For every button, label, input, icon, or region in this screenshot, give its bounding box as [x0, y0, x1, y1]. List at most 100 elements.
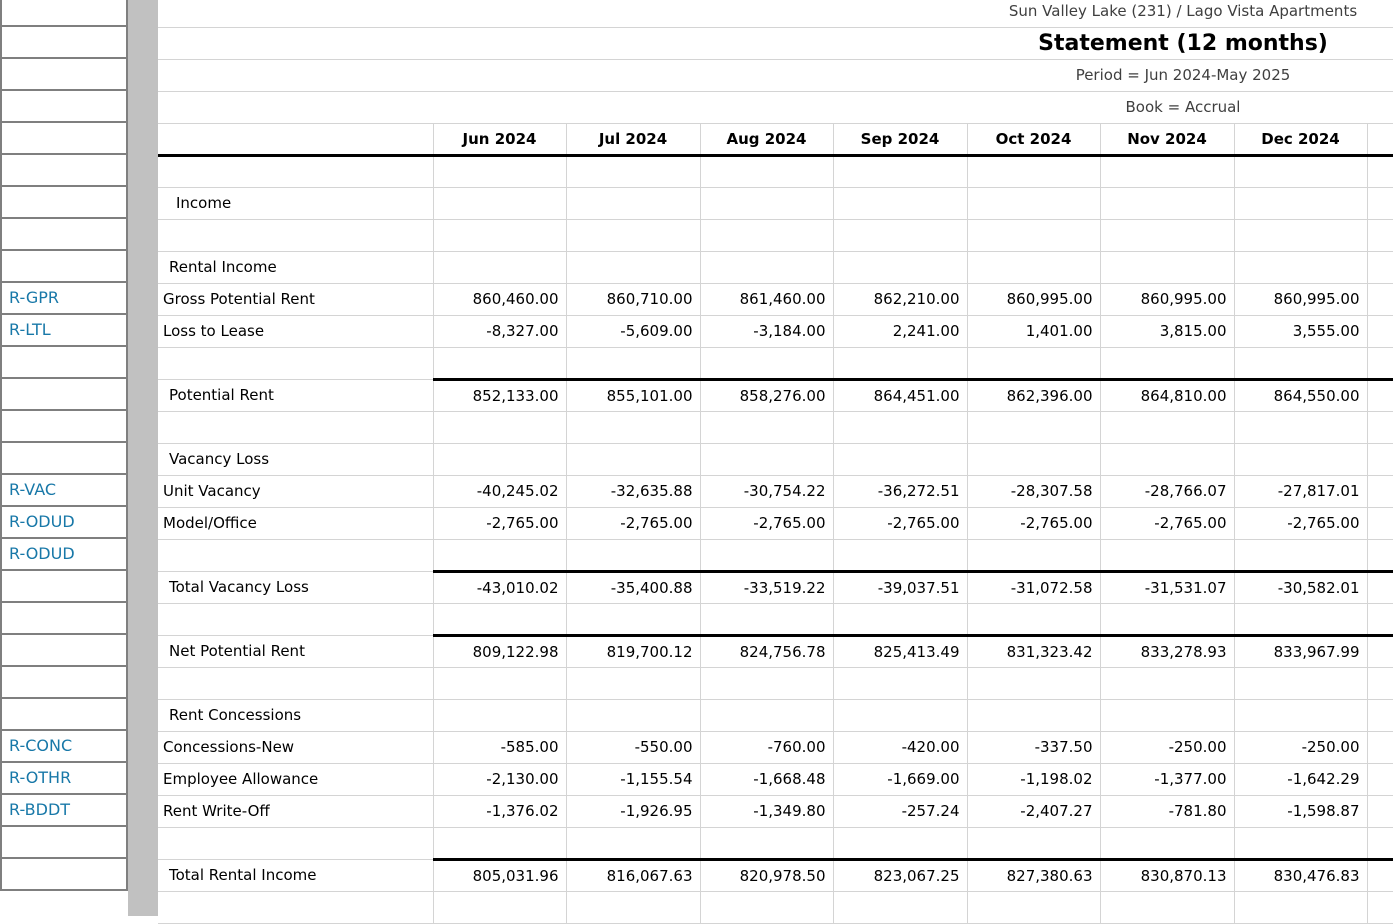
table-row: Rent Concessions — [158, 699, 1393, 732]
empty-label-cell — [158, 827, 433, 860]
row-label: Rental Income — [158, 251, 433, 284]
partial-next-column-cell — [1366, 795, 1393, 828]
empty-value-cell — [565, 347, 700, 380]
empty-value-cell — [432, 539, 566, 572]
empty-value-cell — [699, 411, 833, 444]
empty-value-cell — [966, 443, 1100, 476]
empty-value-cell — [565, 411, 700, 444]
empty-value-cell — [966, 603, 1100, 636]
value-cell: 864,550.00 — [1233, 377, 1367, 412]
account-code-link[interactable]: R-ODUD — [2, 539, 126, 571]
column-divider-strip — [128, 0, 158, 916]
report-book-row: Book = Accrual — [158, 91, 1393, 124]
value-cell: -43,010.02 — [432, 569, 566, 604]
month-header: Aug 2024 — [699, 123, 833, 157]
partial-next-column-cell — [1366, 539, 1393, 572]
value-cell: 825,413.49 — [832, 633, 967, 668]
account-code-link[interactable]: R-VAC — [2, 475, 126, 507]
table-row: Employee Allowance -2,130.00 -1,155.54 -1,6… — [158, 763, 1393, 796]
value-cell: 855,101.00 — [565, 377, 700, 412]
row-label: Potential Rent — [158, 379, 433, 412]
empty-value-cell — [699, 251, 833, 284]
partial-next-column-cell — [1366, 155, 1393, 188]
empty-value-cell — [966, 891, 1100, 924]
value-cell: -32,635.88 — [565, 475, 700, 508]
row-label: Rent Concessions — [158, 699, 433, 732]
empty-value-cell — [565, 251, 700, 284]
empty-value-cell — [1099, 251, 1234, 284]
value-cell: 852,133.00 — [432, 377, 566, 412]
account-code-link[interactable]: R-GPR — [2, 283, 126, 315]
value-cell: -2,130.00 — [432, 763, 566, 796]
value-cell: 860,710.00 — [565, 283, 700, 316]
empty-code-cell — [2, 699, 126, 731]
row-label: Model/Office — [158, 507, 433, 540]
empty-value-cell — [966, 699, 1100, 732]
value-cell: -2,765.00 — [1099, 507, 1234, 540]
value-cell: 820,978.50 — [699, 857, 833, 892]
empty-value-cell — [832, 187, 967, 220]
value-cell: 862,396.00 — [966, 377, 1100, 412]
value-cell: 864,810.00 — [1099, 377, 1234, 412]
empty-value-cell — [565, 155, 700, 188]
partial-next-column-cell — [1366, 377, 1393, 412]
empty-value-cell — [1233, 347, 1367, 380]
value-cell: -39,037.51 — [832, 569, 967, 604]
value-cell: -2,407.27 — [966, 795, 1100, 828]
value-cell: 3,555.00 — [1233, 315, 1367, 348]
row-label: Unit Vacancy — [158, 475, 433, 508]
empty-value-cell — [832, 219, 967, 252]
partial-next-column-cell — [1366, 891, 1393, 924]
empty-value-cell — [966, 219, 1100, 252]
value-cell: -5,609.00 — [565, 315, 700, 348]
empty-code-cell — [2, 443, 126, 475]
row-label: Income — [158, 187, 433, 220]
empty-label-cell — [158, 667, 433, 700]
empty-value-cell — [1233, 219, 1367, 252]
empty-value-cell — [565, 891, 700, 924]
value-cell: -31,531.07 — [1099, 569, 1234, 604]
month-header: Jul 2024 — [565, 123, 700, 157]
empty-value-cell — [1099, 891, 1234, 924]
account-code-link[interactable]: R-OTHR — [2, 763, 126, 795]
account-code-link[interactable]: R-LTL — [2, 315, 126, 347]
empty-value-cell — [432, 667, 566, 700]
partial-next-column-cell — [1366, 219, 1393, 252]
empty-code-cell — [2, 635, 126, 667]
value-cell: -30,754.22 — [699, 475, 833, 508]
empty-value-cell — [1099, 411, 1234, 444]
account-code-link[interactable]: R-CONC — [2, 731, 126, 763]
table-row: Net Potential Rent 809,122.98 819,700.12 82… — [158, 633, 1393, 668]
empty-label-cell — [158, 411, 433, 444]
value-cell: -1,198.02 — [966, 763, 1100, 796]
empty-value-cell — [432, 411, 566, 444]
value-cell: -1,377.00 — [1099, 763, 1234, 796]
account-code-link[interactable]: R-ODUD — [2, 507, 126, 539]
partial-next-column-cell — [1366, 667, 1393, 700]
empty-value-cell — [1233, 187, 1367, 220]
partial-next-column-cell — [1366, 187, 1393, 220]
empty-value-cell — [1099, 219, 1234, 252]
row-label: Total Rental Income — [158, 859, 433, 892]
empty-value-cell — [832, 603, 967, 636]
account-code-link[interactable]: R-BDDT — [2, 795, 126, 827]
table-row: Potential Rent 852,133.00 855,101.00 858,27… — [158, 377, 1393, 412]
table-row — [158, 539, 1393, 572]
value-cell: -2,765.00 — [1233, 507, 1367, 540]
value-cell: -1,349.80 — [699, 795, 833, 828]
empty-value-cell — [432, 603, 566, 636]
partial-next-column-cell — [1366, 633, 1393, 668]
statement-report: Sun Valley Lake (231) / Lago Vista Apart… — [158, 0, 1393, 924]
empty-value-cell — [832, 699, 967, 732]
partial-next-column-cell — [1366, 123, 1393, 157]
statement-table: Sun Valley Lake (231) / Lago Vista Apart… — [158, 0, 1393, 924]
row-label: Total Vacancy Loss — [158, 571, 433, 604]
value-cell: -250.00 — [1099, 731, 1234, 764]
empty-value-cell — [1233, 699, 1367, 732]
table-row — [158, 155, 1393, 188]
row-label: Employee Allowance — [158, 763, 433, 796]
value-cell: 809,122.98 — [432, 633, 566, 668]
empty-code-cell — [2, 603, 126, 635]
empty-value-cell — [432, 891, 566, 924]
empty-value-cell — [565, 827, 700, 860]
